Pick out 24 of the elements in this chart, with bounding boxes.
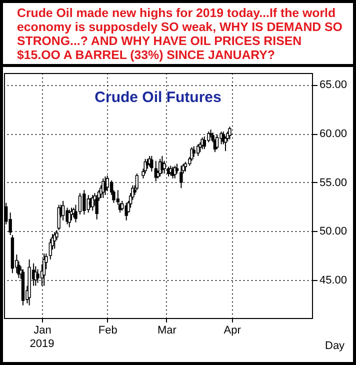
candlestick (184, 161, 188, 172)
y-tick-label: 60.00 (320, 128, 348, 140)
chart-subtitle: Crude Oil made new highs for 2019 today...If the world economy is supposdely SO weak, WHY IS DEMAND SO STRONG...? AND WHY HAVE OIL PRICES RISEN $15.OO A BARREL (33%) SINCE JANUARY? (3, 3, 353, 67)
candlestick (150, 155, 154, 172)
x-axis-title: Day (325, 340, 345, 352)
x-tick-label: Mar (157, 324, 177, 336)
y-tick-label: 65.00 (320, 79, 348, 92)
candlestick (144, 158, 147, 174)
x-tick-label: Apr (224, 324, 242, 336)
candlestick (82, 190, 86, 216)
candlestick (220, 131, 223, 145)
y-tick-label: 45.00 (320, 274, 348, 286)
candlestick (207, 131, 210, 143)
candlestick (190, 146, 194, 162)
candlestick (192, 146, 196, 158)
candlestick (78, 192, 82, 216)
y-tick-label: 55.00 (320, 176, 348, 189)
x-tick-label: Feb (98, 324, 118, 336)
text: Crude Oil Futures (94, 89, 222, 106)
candlestick (175, 163, 179, 174)
x-tick-label: Jan (34, 324, 52, 336)
candlestick (57, 204, 60, 231)
text: 2019 (30, 338, 54, 350)
y-tick-label: 50.00 (320, 226, 348, 238)
